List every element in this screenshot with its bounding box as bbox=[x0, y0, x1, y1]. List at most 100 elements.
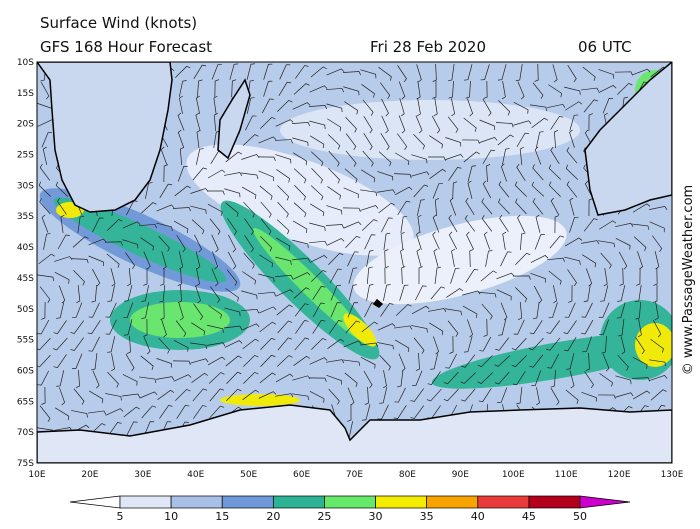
wind-barb bbox=[328, 150, 340, 167]
wind-barb bbox=[494, 371, 510, 385]
wind-barb bbox=[569, 370, 575, 389]
wind-barb bbox=[447, 320, 459, 337]
wind-barb bbox=[56, 370, 65, 387]
wind-barb bbox=[92, 217, 104, 233]
wind-barb bbox=[517, 81, 525, 100]
wind-barb bbox=[649, 359, 667, 367]
wind-barb bbox=[177, 267, 182, 286]
wind-barb bbox=[91, 268, 101, 287]
wind-barb bbox=[416, 231, 422, 250]
wind-barb bbox=[242, 338, 259, 350]
wind-barb bbox=[195, 251, 201, 270]
wind-barb bbox=[330, 285, 341, 301]
wind-barb bbox=[105, 408, 124, 416]
wind-barb bbox=[632, 203, 651, 213]
latitude-label: 25S bbox=[17, 151, 34, 161]
wind-barb bbox=[448, 214, 458, 233]
wind-barb bbox=[344, 168, 358, 184]
wind-barb bbox=[496, 272, 515, 280]
latitude-label: 15S bbox=[17, 89, 34, 99]
wind-barb bbox=[292, 393, 310, 401]
wind-barb bbox=[552, 64, 558, 83]
wind-barb bbox=[293, 287, 310, 299]
wind-barb bbox=[258, 136, 277, 144]
wind-barb bbox=[564, 237, 583, 247]
wind-barb bbox=[564, 302, 576, 318]
wind-barb bbox=[615, 375, 632, 385]
wind-barb bbox=[91, 284, 97, 303]
wind-barb bbox=[398, 115, 406, 134]
wind-barb bbox=[176, 235, 186, 253]
wind-barb bbox=[449, 197, 457, 216]
wind-barb bbox=[214, 79, 220, 98]
wind-barb bbox=[161, 319, 167, 338]
wind-barb bbox=[260, 337, 276, 350]
colorbar-label: 40 bbox=[471, 510, 485, 523]
wind-barb bbox=[246, 97, 255, 114]
wind-barb bbox=[345, 116, 357, 133]
wind-barb bbox=[310, 185, 324, 201]
wind-barb bbox=[177, 112, 185, 131]
wind-barb bbox=[565, 389, 579, 404]
wind-barb bbox=[581, 392, 598, 402]
wind-barb bbox=[174, 185, 191, 197]
wind-barb bbox=[143, 336, 151, 355]
wind-barb bbox=[463, 151, 480, 163]
wind-barb bbox=[516, 387, 523, 405]
wind-barb bbox=[360, 357, 376, 369]
wind-barb bbox=[382, 370, 387, 389]
wind-barb bbox=[243, 371, 259, 384]
wind-barb bbox=[122, 239, 139, 249]
wind-barb bbox=[548, 270, 562, 285]
wind-barb bbox=[107, 371, 119, 388]
wind-barb bbox=[479, 119, 495, 131]
wind-barb bbox=[211, 64, 222, 80]
wind-barb bbox=[344, 372, 358, 387]
wind-barb bbox=[383, 284, 391, 301]
wind-barb bbox=[495, 122, 514, 128]
colorbar-label: 25 bbox=[317, 510, 331, 523]
wind-barb bbox=[342, 71, 361, 76]
wind-barb bbox=[241, 323, 260, 331]
wind-barb bbox=[588, 113, 593, 132]
credit: © www.PassageWeather.com bbox=[681, 185, 696, 375]
colorbar-swatch bbox=[119, 495, 172, 509]
wind-barb bbox=[275, 237, 291, 251]
wind-barb bbox=[39, 164, 51, 181]
wind-barb bbox=[418, 266, 423, 285]
wind-barb bbox=[397, 370, 404, 388]
wind-barb bbox=[343, 187, 359, 199]
wind-barb bbox=[104, 241, 123, 246]
colorbar-label: 50 bbox=[573, 510, 587, 523]
wind-barb bbox=[395, 304, 412, 316]
wind-barb bbox=[309, 240, 328, 245]
wind-barb bbox=[416, 64, 422, 83]
wind-barb bbox=[380, 303, 394, 317]
wind-barb bbox=[446, 288, 464, 298]
wind-barb bbox=[55, 181, 69, 197]
wind-barb bbox=[448, 166, 462, 181]
latitude-label: 65S bbox=[17, 397, 34, 407]
wind-barb bbox=[481, 303, 493, 320]
longitude-labels: 10E 20E 30E 40E 50E 60E 70E 80E 90E 100E 110E 120E 1… bbox=[28, 470, 683, 480]
wind-barb bbox=[532, 198, 544, 215]
wind-barb bbox=[429, 168, 447, 179]
wind-barb bbox=[361, 321, 378, 333]
wind-barb bbox=[210, 286, 221, 304]
wind-barb bbox=[650, 338, 664, 353]
latitude-labels: 10S 15S 20S 25S 30S 35S 40S 45S 50S 55S 60S 65S 70S 7… bbox=[17, 58, 34, 469]
wind-barb bbox=[482, 98, 492, 117]
wind-barb bbox=[550, 146, 560, 164]
wind-barb bbox=[546, 337, 561, 351]
wind-barb bbox=[41, 132, 53, 148]
wind-barb bbox=[211, 234, 219, 253]
wind-barb bbox=[327, 186, 341, 200]
wind-barb bbox=[275, 274, 294, 279]
wind-barb bbox=[308, 104, 328, 110]
wind-barb bbox=[226, 371, 242, 385]
wind-barb bbox=[599, 220, 617, 230]
wind-barb bbox=[143, 421, 155, 437]
wind-barb bbox=[240, 308, 260, 314]
wind-barb bbox=[328, 252, 344, 265]
